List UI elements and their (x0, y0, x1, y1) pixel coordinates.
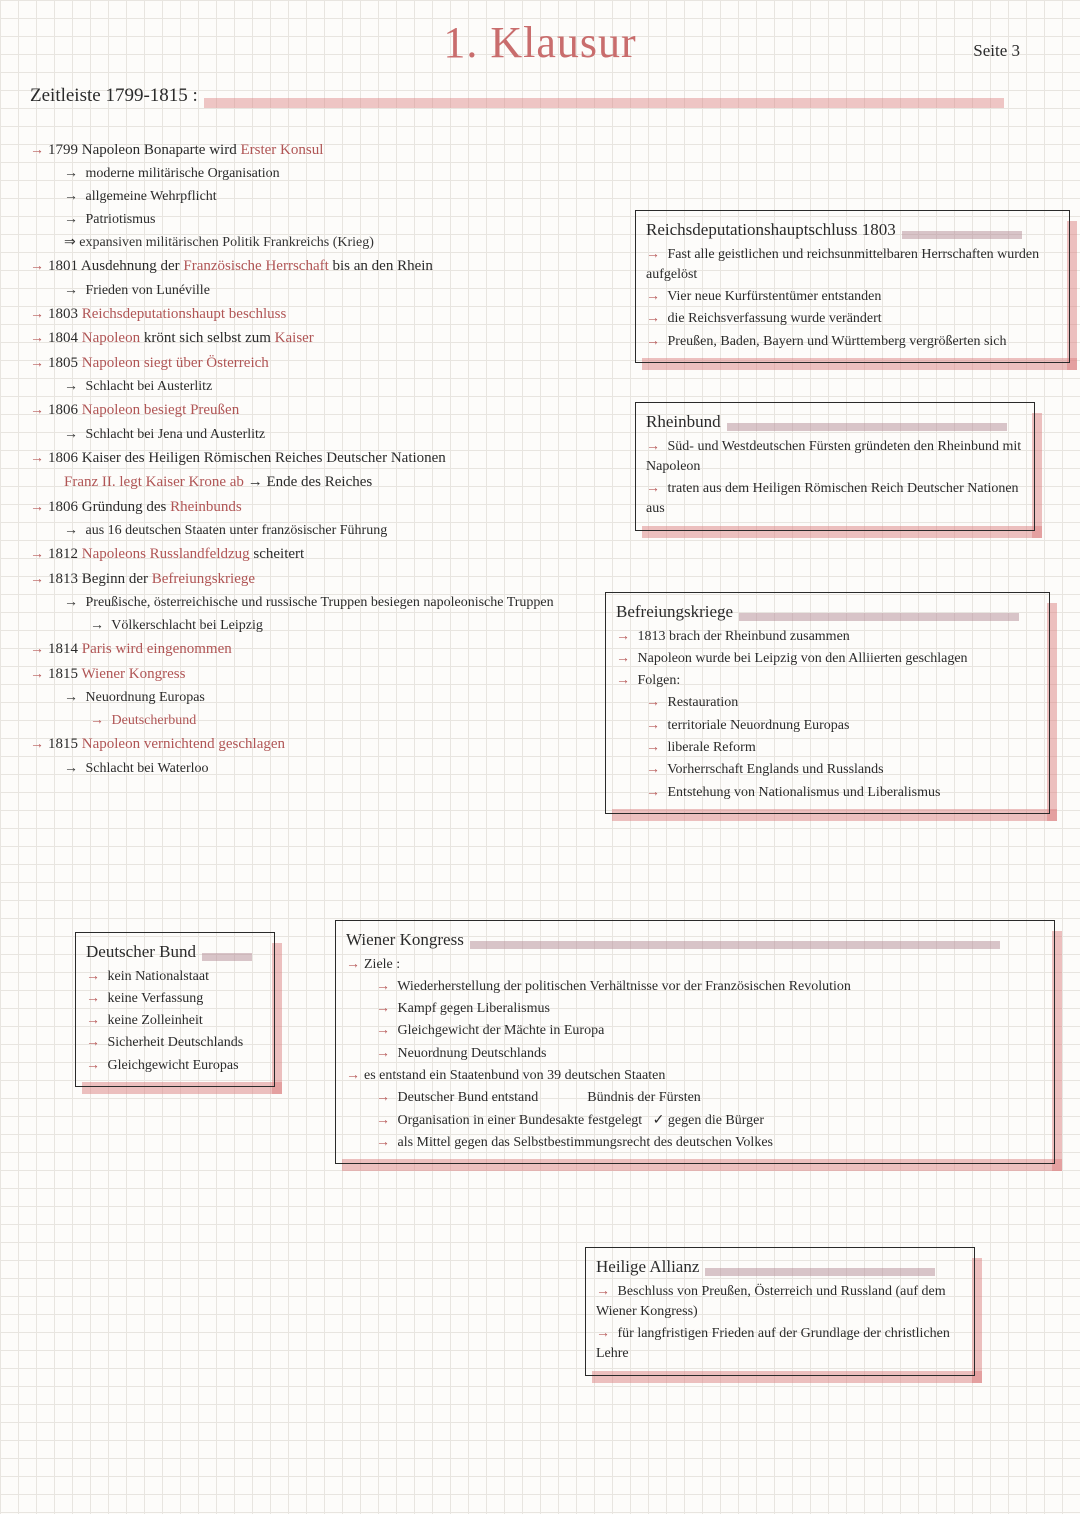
box-title: Befreiungskriege (616, 599, 733, 625)
list-item: → Kampf gegen Liberalismus (376, 999, 1044, 1019)
box-title: Deutscher Bund (86, 939, 196, 965)
page-title: 1. Klausur (0, 10, 1080, 76)
box-rheinbund: Rheinbund → Süd- und Westdeutschen Fürst… (635, 402, 1035, 531)
list-item: →es entstand ein Staatenbund von 39 deut… (346, 1066, 1044, 1086)
timeline-sub-item: → Frieden von Lunéville (64, 280, 610, 301)
timeline-item: →1804 Napoleon krönt sich selbst zum Kai… (30, 327, 610, 350)
timeline-sub-item: → Schlacht bei Waterloo (64, 758, 610, 779)
timeline-sub-item: → moderne militärische Organisation (64, 163, 610, 184)
list-item: → die Reichsverfassung wurde verändert (646, 309, 1059, 329)
list-item: → Neuordnung Deutschlands (376, 1044, 1044, 1064)
list-item: → Napoleon wurde bei Leipzig von den All… (616, 649, 1039, 669)
timeline-item: →1812 Napoleons Russlandfeldzug scheiter… (30, 543, 610, 566)
list-item: → traten aus dem Heiligen Römischen Reic… (646, 479, 1024, 520)
timeline-sub2-item: → Völkerschlacht bei Leipzig (90, 615, 610, 636)
timeline-item: →1805 Napoleon siegt über Österreich (30, 352, 610, 375)
list-item: → keine Zolleinheit (86, 1011, 264, 1031)
timeline-sub-item: → Neuordnung Europas (64, 687, 610, 708)
timeline-sub-item: → allgemeine Wehrpflicht (64, 186, 610, 207)
list-item: → Vier neue Kurfürstentümer entstanden (646, 287, 1059, 307)
box-title: Wiener Kongress (346, 927, 464, 953)
timeline-header: Zeitleiste 1799-1815 : (30, 82, 198, 111)
timeline-item: →1799 Napoleon Bonaparte wird Erster Kon… (30, 139, 610, 162)
box-befreiungskriege: Befreiungskriege → 1813 brach der Rheinb… (605, 592, 1050, 814)
list-item: → Süd- und Westdeutschen Fürsten gründet… (646, 437, 1024, 478)
list-item: → liberale Reform (646, 738, 1039, 758)
page-number: Seite 3 (973, 38, 1020, 64)
timeline-sub-item: → Patriotismus (64, 209, 610, 230)
list-item: → 1813 brach der Rheinbund zusammen (616, 627, 1039, 647)
timeline-sub-item: → aus 16 deutschen Staaten unter französ… (64, 520, 610, 541)
timeline-sub-item: → Schlacht bei Austerlitz (64, 376, 610, 397)
timeline-item: →1815 Wiener Kongress (30, 663, 610, 686)
list-item: → Preußen, Baden, Bayern und Württemberg… (646, 332, 1059, 352)
timeline-item: →1806 Gründung des Rheinbunds (30, 496, 610, 519)
timeline-sub2-item: → Deutscherbund (90, 710, 610, 731)
box-reichsdeputation: Reichsdeputationshauptschluss 1803 → Fas… (635, 210, 1070, 363)
timeline-item-continuation: Franz II. legt Kaiser Krone ab → Ende de… (64, 471, 610, 494)
box-wiener-kongress: Wiener Kongress →Ziele : → Wiederherstel… (335, 920, 1055, 1164)
list-item: → Entstehung von Nationalismus und Liber… (646, 783, 1039, 803)
list-item: → Gleichgewicht der Mächte in Europa (376, 1021, 1044, 1041)
list-item: → Gleichgewicht Europas (86, 1056, 264, 1076)
list-item: → Deutscher Bund entstand Bündnis der Fü… (376, 1088, 1044, 1108)
timeline-item: →1814 Paris wird eingenommen (30, 638, 610, 661)
box-deutscher-bund: Deutscher Bund → kein Nationalstaat→ kei… (75, 932, 275, 1087)
list-item: → Sicherheit Deutschlands (86, 1033, 264, 1053)
list-item: → Restauration (646, 693, 1039, 713)
list-item: → Wiederherstellung der politischen Verh… (376, 977, 1044, 997)
timeline-sub-item: → Schlacht bei Jena und Austerlitz (64, 424, 610, 445)
list-item: → Organisation in einer Bundesakte festg… (376, 1111, 1044, 1131)
list-item: → kein Nationalstaat (86, 967, 264, 987)
timeline-item: →1806 Kaiser des Heiligen Römischen Reic… (30, 447, 610, 470)
timeline-item: →1803 Reichsdeputationshaupt beschluss (30, 303, 610, 326)
timeline-item: →1806 Napoleon besiegt Preußen (30, 399, 610, 422)
list-item: → Folgen: (616, 671, 1039, 691)
timeline-item: →1813 Beginn der Befreiungskriege (30, 568, 610, 591)
box-title: Reichsdeputationshauptschluss 1803 (646, 217, 896, 243)
list-item: →Ziele : (346, 955, 1044, 975)
list-item: → territoriale Neuordnung Europas (646, 716, 1039, 736)
timeline-item: →1815 Napoleon vernichtend geschlagen (30, 733, 610, 756)
timeline-list: →1799 Napoleon Bonaparte wird Erster Kon… (30, 139, 610, 779)
list-item: → für langfristigen Frieden auf der Grun… (596, 1324, 964, 1365)
timeline-sub-item: ⇒ expansiven militärischen Politik Frank… (64, 232, 610, 253)
list-item: → Beschluss von Preußen, Österreich und … (596, 1282, 964, 1323)
content-area: Zeitleiste 1799-1815 : →1799 Napoleon Bo… (30, 82, 1050, 781)
timeline-item: →1801 Ausdehnung der Französische Herrsc… (30, 255, 610, 278)
list-item: → Fast alle geistlichen und reichsunmitt… (646, 245, 1059, 286)
timeline-sub-item: → Preußische, österreichische und russis… (64, 592, 610, 613)
box-title: Heilige Allianz (596, 1254, 699, 1280)
list-item: → als Mittel gegen das Selbstbestimmungs… (376, 1133, 1044, 1153)
box-heilige-allianz: Heilige Allianz → Beschluss von Preußen,… (585, 1247, 975, 1376)
list-item: → keine Verfassung (86, 989, 264, 1009)
list-item: → Vorherrschaft Englands und Russlands (646, 760, 1039, 780)
box-title: Rheinbund (646, 409, 721, 435)
